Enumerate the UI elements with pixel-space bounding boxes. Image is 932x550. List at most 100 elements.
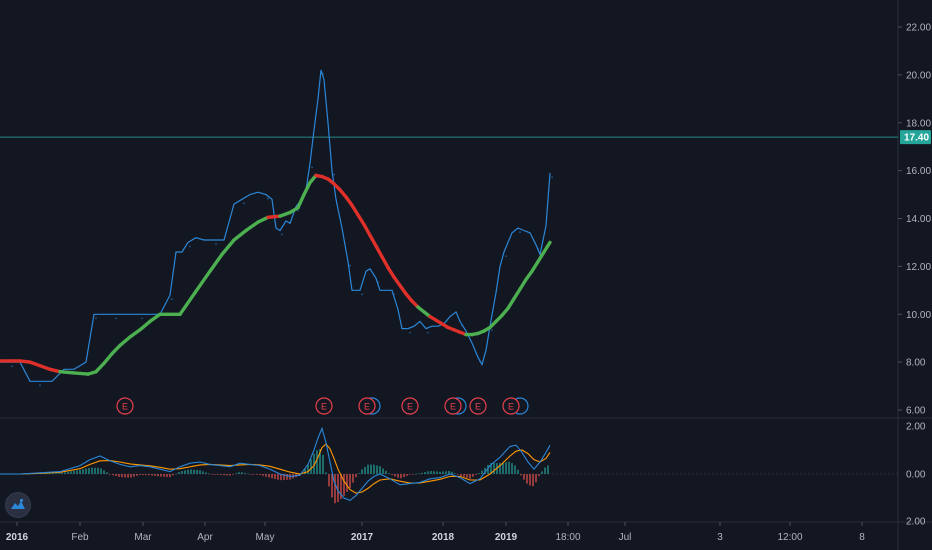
- ma-segment: [72, 371, 90, 376]
- macd-histogram-bar: [187, 469, 189, 474]
- price-dot: [322, 73, 324, 75]
- macd-histogram-bar: [364, 466, 366, 474]
- macd-histogram-bar: [94, 467, 96, 474]
- macd-histogram-bar: [439, 471, 441, 474]
- macd-histogram-bar: [205, 472, 207, 474]
- price-dot: [377, 281, 379, 284]
- macd-histogram-bar: [376, 465, 378, 474]
- macd-histogram-bar: [418, 473, 420, 475]
- macd-histogram-bar: [43, 473, 45, 474]
- macd-histogram-bar: [499, 463, 501, 474]
- price-dot: [551, 176, 553, 178]
- macd-histogram-bar: [103, 470, 105, 474]
- moving-average-series: [0, 173, 552, 376]
- macd-histogram-bar: [409, 474, 411, 475]
- macd-histogram-bar: [79, 469, 81, 474]
- ma-segment: [148, 312, 162, 324]
- macd-histogram-bar: [166, 474, 168, 477]
- macd-histogram-bar: [172, 474, 174, 476]
- earnings-marker-label: E: [475, 402, 481, 412]
- macd-histogram-bar: [127, 474, 129, 478]
- time-tick-label: 2018: [432, 532, 455, 543]
- time-tick-label: 2017: [351, 532, 374, 543]
- ma-segment: [178, 291, 197, 316]
- macd-tick-label: 2.00: [906, 422, 926, 433]
- macd-histogram-bar: [55, 473, 57, 474]
- macd-histogram-bar: [370, 464, 372, 474]
- price-line: [0, 69, 551, 382]
- macd-histogram-bar: [274, 474, 276, 479]
- ma-segment: [374, 244, 384, 259]
- price-dot: [243, 202, 245, 205]
- macd-histogram-bar: [130, 474, 132, 478]
- axes: 22.00 20.00 18.00 16.00 14.00 12.00 10.00 8.00 6…: [6, 23, 932, 544]
- macd-histogram-bar: [106, 472, 108, 474]
- macd-histogram-bar: [445, 471, 447, 474]
- macd-histogram-bar: [412, 474, 414, 475]
- ma-segment: [48, 367, 62, 374]
- ma-segment: [302, 180, 312, 197]
- earnings-marker-label: E: [122, 402, 128, 412]
- macd-histogram-bar: [223, 474, 225, 476]
- ma-segment: [356, 213, 366, 227]
- price-dot: [519, 231, 521, 233]
- price-series: [0, 69, 553, 387]
- ma-segment: [232, 228, 248, 242]
- macd-histogram-bar: [523, 474, 525, 480]
- macd-histogram-bar: [334, 474, 336, 504]
- price-tick-label: 8.00: [906, 358, 926, 369]
- price-dot: [115, 317, 117, 320]
- earnings-marker: [358, 397, 376, 415]
- macd-histogram-bar: [151, 474, 153, 476]
- logo-icon[interactable]: [6, 493, 30, 517]
- price-tick-label: 20.00: [906, 70, 931, 81]
- macd-histogram-bar: [379, 466, 381, 474]
- time-tick-label: 8: [859, 532, 865, 543]
- price-dot: [281, 233, 283, 236]
- price-dot: [311, 166, 313, 169]
- macd-histogram-bar: [463, 474, 465, 477]
- macd-histogram-bar: [526, 474, 528, 484]
- macd-histogram-bar: [547, 465, 549, 474]
- ma-segment: [350, 203, 360, 217]
- ma-segment: [110, 343, 122, 356]
- macd-histogram-bar: [406, 474, 408, 476]
- earnings-marker: [401, 397, 419, 415]
- ma-segment: [208, 252, 224, 273]
- macd-histogram-bar: [358, 473, 360, 474]
- ma-segment: [296, 192, 306, 210]
- macd-histogram-bar: [256, 474, 258, 475]
- macd-histogram-bar: [319, 449, 321, 474]
- macd-histogram-bar: [73, 470, 75, 474]
- macd-histogram-bar: [85, 468, 87, 474]
- macd-histogram-bar: [52, 473, 54, 474]
- macd-histogram-bar: [442, 471, 444, 474]
- macd-histogram-bar: [91, 467, 93, 474]
- price-dot: [189, 245, 191, 248]
- current-price-label: 17.40: [904, 133, 929, 144]
- macd-histogram-bar: [97, 467, 99, 474]
- ma-segment: [386, 265, 396, 279]
- time-tick-label: Feb: [71, 532, 89, 543]
- macd-histogram-bar: [403, 474, 405, 478]
- macd-histogram-bar: [454, 473, 456, 474]
- ma-segment: [193, 269, 212, 295]
- macd-histogram-bar: [115, 474, 117, 476]
- macd-histogram-bar: [229, 474, 231, 476]
- macd-histogram-bar: [226, 474, 228, 476]
- macd-histogram-bar: [337, 474, 339, 503]
- ma-segment: [128, 328, 142, 339]
- earnings-marker: [469, 397, 487, 415]
- macd-histogram-bar: [541, 471, 543, 474]
- price-tick-label: 18.00: [906, 118, 931, 129]
- macd-signal-line: [0, 443, 551, 494]
- time-tick-label: Apr: [197, 532, 213, 543]
- macd-histogram-bar: [355, 474, 357, 478]
- macd-histogram-bar: [145, 474, 147, 476]
- price-dot: [361, 293, 363, 296]
- earnings-marker: [444, 397, 462, 415]
- macd-histogram-bar: [271, 474, 273, 479]
- price-dot: [461, 324, 463, 327]
